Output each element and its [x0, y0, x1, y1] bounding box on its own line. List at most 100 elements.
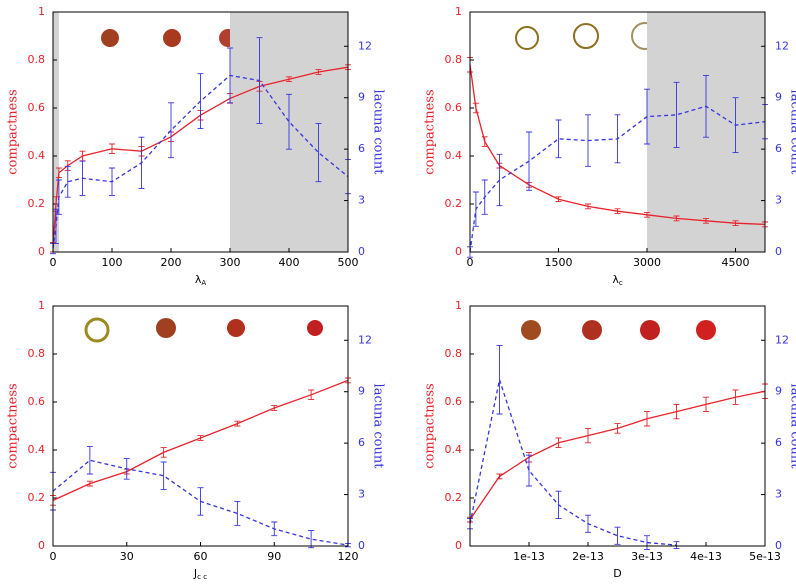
y2-tick-label: 0: [775, 245, 782, 258]
error-bar: [86, 480, 93, 487]
error-bar: [55, 167, 62, 179]
error-bar: [614, 114, 621, 164]
y2-tick-label: 0: [775, 539, 782, 552]
error-bar: [496, 153, 503, 207]
y-tick-label: 0.6: [28, 101, 46, 114]
error-bar: [123, 458, 130, 480]
x-tick-label: 400: [279, 256, 300, 269]
error-bar: [256, 37, 263, 124]
y2-tick-label: 12: [358, 333, 372, 346]
x-tick-label: 1e-13: [513, 550, 545, 563]
x-tick-label: 0: [50, 550, 57, 563]
y-tick-label: 0: [455, 539, 462, 552]
y2-tick-label: 9: [775, 385, 782, 398]
y2-tick-label: 12: [775, 333, 789, 346]
y2-axis-label: lacuna count: [371, 384, 386, 470]
y2-tick-label: 6: [358, 436, 365, 449]
y-tick-label: 0.2: [28, 197, 46, 210]
error-bar: [227, 47, 233, 104]
error-bar: [109, 167, 115, 196]
panel: 0 0.2 0.4 0.6 0.8 1 0 3 6 9 12 0 1500 3000 4500 λc compa…: [423, 5, 796, 287]
x-axis-label-sub: c: [619, 279, 623, 287]
x-tick-label: 1500: [545, 256, 573, 269]
error-bar: [86, 446, 93, 475]
x-tick-label: 0: [467, 256, 474, 269]
error-bar: [160, 447, 167, 458]
y-tick-label: 0: [38, 245, 45, 258]
error-bar: [614, 208, 621, 215]
error-bar: [472, 102, 479, 114]
error-bar: [555, 196, 562, 203]
error-bar: [234, 420, 241, 427]
x-axis-label: D: [613, 567, 621, 580]
error-bar: [160, 461, 167, 490]
error-bar: [271, 521, 278, 537]
error-bar: [585, 514, 591, 533]
y2-tick-label: 12: [358, 39, 372, 52]
x-tick-label: 30: [120, 550, 134, 563]
x-axis-label-main: J: [193, 567, 197, 580]
y-tick-label: 0.6: [445, 395, 463, 408]
error-bar: [555, 490, 562, 520]
y-tick-label: 0.8: [445, 347, 463, 360]
x-tick-label: 4e-13: [690, 550, 722, 563]
x-tick-label: 200: [161, 256, 182, 269]
y-tick-label: 0: [455, 245, 462, 258]
error-bar: [555, 119, 562, 159]
y-tick-label: 0.2: [28, 491, 46, 504]
y-tick-label: 1: [455, 299, 462, 312]
plot-frame: [52, 305, 349, 547]
y-tick-label: 0.8: [28, 53, 46, 66]
y2-tick-label: 6: [775, 436, 782, 449]
y-tick-label: 0.4: [445, 443, 463, 456]
y-tick-label: 0.4: [28, 149, 46, 162]
y-tick-label: 0.4: [28, 443, 46, 456]
y-tick-label: 0.2: [445, 491, 463, 504]
y-tick-label: 1: [38, 5, 45, 18]
plot-frame: [469, 11, 766, 253]
error-bar: [472, 191, 479, 227]
error-bar: [481, 179, 488, 215]
x-tick-label: 60: [194, 550, 208, 563]
error-bar: [526, 454, 532, 487]
x-tick-label: 4500: [722, 256, 750, 269]
y2-tick-label: 3: [358, 194, 365, 207]
x-axis-label: Jc c: [193, 567, 207, 581]
error-bar: [286, 93, 292, 150]
x-axis-label-main: λ: [195, 273, 202, 286]
error-bar: [614, 423, 621, 434]
x-tick-label: 2e-13: [572, 550, 604, 563]
y2-tick-label: 0: [358, 539, 365, 552]
error-bar: [286, 76, 292, 83]
error-bar: [481, 136, 488, 147]
error-bar: [526, 131, 532, 191]
error-bar: [496, 344, 503, 415]
y2-axis-label: lacuna count: [788, 384, 796, 470]
error-bar: [703, 396, 709, 413]
panel: 0 0.2 0.4 0.6 0.8 1 0 3 6 9 12 1e-13 2e-13 3e-13 4e-13…: [423, 299, 796, 580]
x-tick-label: 100: [102, 256, 123, 269]
y-axis-label: compactness: [423, 383, 438, 468]
error-bar: [703, 74, 709, 138]
error-bar: [614, 526, 621, 545]
y2-axis-label: lacuna count: [371, 90, 386, 176]
y2-tick-label: 12: [775, 39, 789, 52]
error-bar: [644, 535, 650, 550]
error-bar: [644, 211, 650, 218]
series-line: [52, 66, 349, 248]
error-bar: [197, 487, 204, 516]
error-bar: [64, 165, 71, 198]
y-tick-label: 0: [38, 539, 45, 552]
y-tick-label: 0.4: [445, 149, 463, 162]
y2-tick-label: 3: [775, 194, 782, 207]
error-bar: [673, 81, 680, 148]
plot-frame: [52, 11, 349, 253]
error-bar: [197, 435, 204, 441]
error-bar: [315, 122, 322, 183]
error-bar: [308, 530, 315, 549]
y-tick-label: 0.6: [445, 101, 463, 114]
error-bar: [585, 427, 591, 444]
